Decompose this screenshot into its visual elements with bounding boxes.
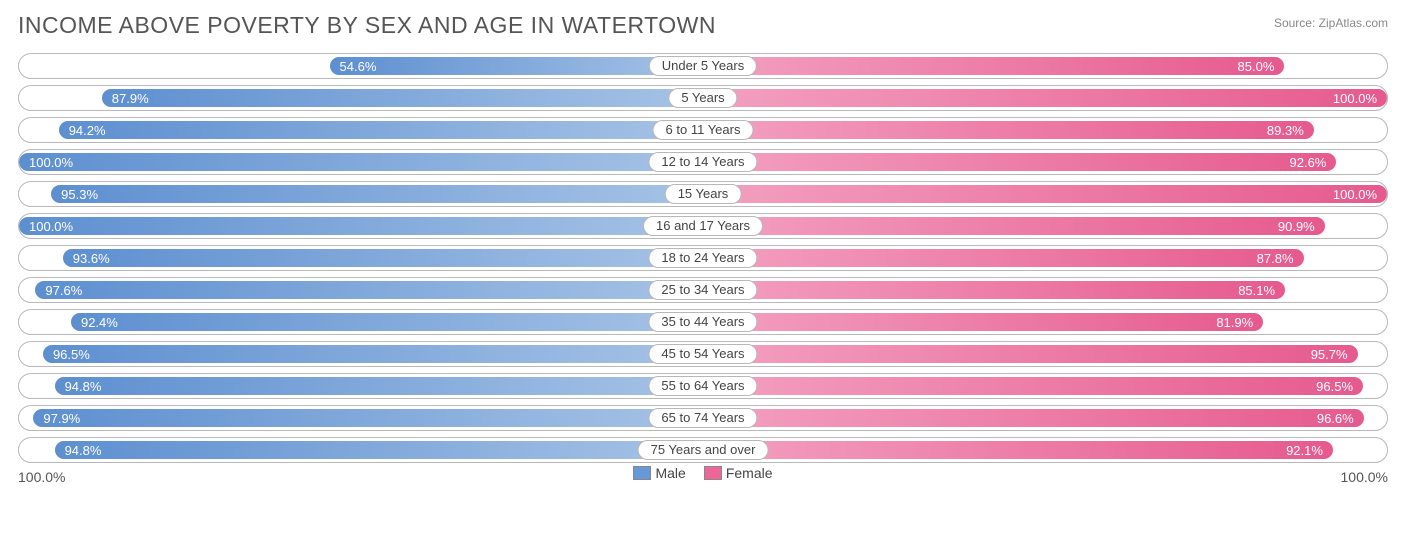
female-bar: 96.6% (703, 409, 1364, 427)
female-bar: 96.5% (703, 377, 1363, 395)
category-label: 5 Years (668, 88, 737, 108)
male-bar: 94.8% (55, 377, 703, 395)
legend: Male Female (18, 465, 1388, 481)
legend-item-female: Female (704, 465, 773, 481)
category-label: 18 to 24 Years (648, 248, 757, 268)
category-label: 6 to 11 Years (653, 120, 754, 140)
male-bar: 97.9% (33, 409, 703, 427)
male-bar: 92.4% (71, 313, 703, 331)
chart-row: 94.8%96.5%55 to 64 Years (18, 373, 1388, 399)
legend-label-female: Female (726, 465, 773, 481)
male-bar: 87.9% (102, 89, 703, 107)
category-label: 15 Years (665, 184, 742, 204)
legend-swatch-male (633, 466, 651, 480)
female-bar: 81.9% (703, 313, 1263, 331)
male-bar: 93.6% (63, 249, 703, 267)
chart-row: 100.0%90.9%16 and 17 Years (18, 213, 1388, 239)
chart-row: 97.9%96.6%65 to 74 Years (18, 405, 1388, 431)
category-label: 35 to 44 Years (648, 312, 757, 332)
female-bar: 100.0% (703, 89, 1387, 107)
legend-swatch-female (704, 466, 722, 480)
chart-row: 93.6%87.8%18 to 24 Years (18, 245, 1388, 271)
category-label: 12 to 14 Years (648, 152, 757, 172)
male-bar: 100.0% (19, 217, 703, 235)
chart-row: 54.6%85.0%Under 5 Years (18, 53, 1388, 79)
legend-label-male: Male (655, 465, 685, 481)
female-bar: 100.0% (703, 185, 1387, 203)
category-label: 45 to 54 Years (648, 344, 757, 364)
chart-row: 100.0%92.6%12 to 14 Years (18, 149, 1388, 175)
chart-title: INCOME ABOVE POVERTY BY SEX AND AGE IN W… (18, 12, 716, 39)
chart-row: 92.4%81.9%35 to 44 Years (18, 309, 1388, 335)
chart-row: 87.9%100.0%5 Years (18, 85, 1388, 111)
female-bar: 92.6% (703, 153, 1336, 171)
chart-row: 95.3%100.0%15 Years (18, 181, 1388, 207)
pyramid-chart: 54.6%85.0%Under 5 Years87.9%100.0%5 Year… (18, 53, 1388, 463)
category-label: 16 and 17 Years (643, 216, 763, 236)
category-label: Under 5 Years (649, 56, 757, 76)
female-bar: 85.0% (703, 57, 1284, 75)
female-bar: 85.1% (703, 281, 1285, 299)
chart-row: 97.6%85.1%25 to 34 Years (18, 277, 1388, 303)
female-bar: 87.8% (703, 249, 1304, 267)
female-bar: 95.7% (703, 345, 1358, 363)
male-bar: 94.8% (55, 441, 703, 459)
chart-row: 94.2%89.3%6 to 11 Years (18, 117, 1388, 143)
category-label: 25 to 34 Years (648, 280, 757, 300)
female-bar: 90.9% (703, 217, 1325, 235)
female-bar: 92.1% (703, 441, 1333, 459)
chart-row: 94.8%92.1%75 Years and over (18, 437, 1388, 463)
male-bar: 97.6% (35, 281, 703, 299)
category-label: 75 Years and over (638, 440, 769, 460)
male-bar: 94.2% (59, 121, 703, 139)
category-label: 55 to 64 Years (648, 376, 757, 396)
legend-item-male: Male (633, 465, 685, 481)
axis-left-label: 100.0% (18, 469, 65, 485)
source-attribution: Source: ZipAtlas.com (1274, 12, 1388, 30)
male-bar: 95.3% (51, 185, 703, 203)
male-bar: 100.0% (19, 153, 703, 171)
chart-row: 96.5%95.7%45 to 54 Years (18, 341, 1388, 367)
category-label: 65 to 74 Years (648, 408, 757, 428)
female-bar: 89.3% (703, 121, 1314, 139)
male-bar: 96.5% (43, 345, 703, 363)
male-bar: 54.6% (330, 57, 703, 75)
header: INCOME ABOVE POVERTY BY SEX AND AGE IN W… (18, 12, 1388, 39)
axis-right-label: 100.0% (1341, 469, 1388, 485)
